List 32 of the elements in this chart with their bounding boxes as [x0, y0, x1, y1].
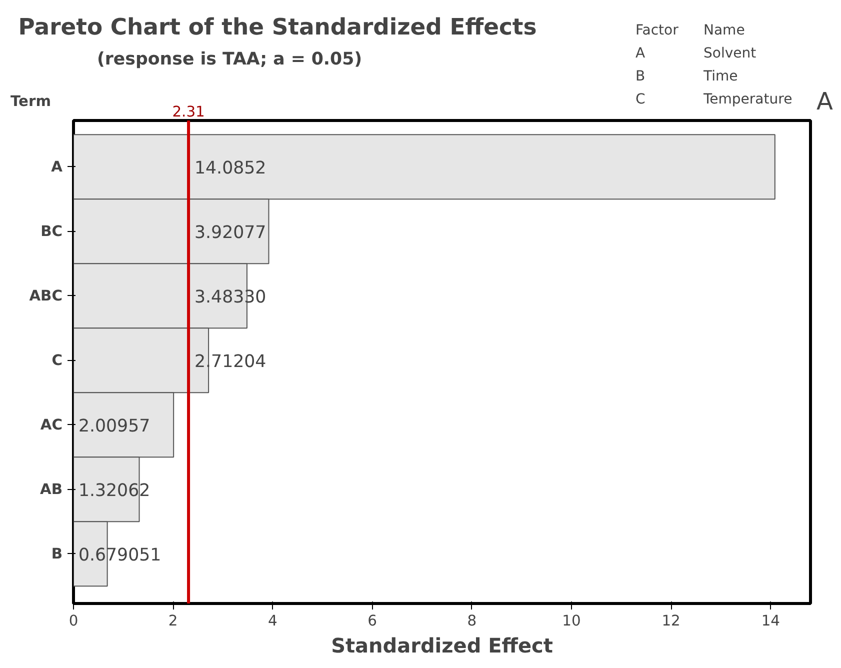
x-tick-label: 10 — [562, 612, 581, 630]
data-label: 14.0852 — [194, 158, 266, 178]
x-tick-label: 12 — [662, 612, 680, 630]
text: B — [636, 68, 646, 84]
text: Name — [704, 22, 745, 38]
data-label: 3.92077 — [194, 222, 266, 243]
text: Temperature — [702, 92, 792, 108]
y-tick-label: C — [52, 352, 63, 369]
data-label: 2.00957 — [78, 416, 150, 436]
x-tick-label: 6 — [368, 612, 377, 630]
x-tick-label: 0 — [68, 612, 78, 630]
y-axis-title: Term — [10, 93, 51, 110]
y-tick-label: AC — [40, 416, 63, 434]
chart-subtitle: (response is TAA; a = 0.05) — [96, 50, 362, 70]
text: A — [636, 46, 646, 62]
x-tick-label: 14 — [761, 612, 780, 630]
y-tick-label: B — [51, 545, 62, 562]
text: Solvent — [704, 46, 757, 62]
text: C — [636, 92, 646, 108]
y-tick-label: BC — [40, 222, 63, 240]
x-tick-label: 8 — [467, 612, 477, 630]
text: Time — [702, 68, 738, 84]
ref-line-label: 2.31 — [172, 104, 205, 120]
text: A — [816, 88, 834, 116]
y-tick-label: A — [51, 158, 64, 176]
x-tick-label: 2 — [168, 612, 178, 630]
y-tick-label: ABC — [29, 287, 63, 304]
x-axis-title: Standardized Effect — [331, 634, 554, 658]
y-tick-label: AB — [40, 480, 62, 498]
chart-title: Pareto Chart of the Standardized Effects — [18, 14, 537, 40]
x-tick-label: 4 — [268, 612, 278, 630]
text: Factor — [636, 22, 679, 38]
